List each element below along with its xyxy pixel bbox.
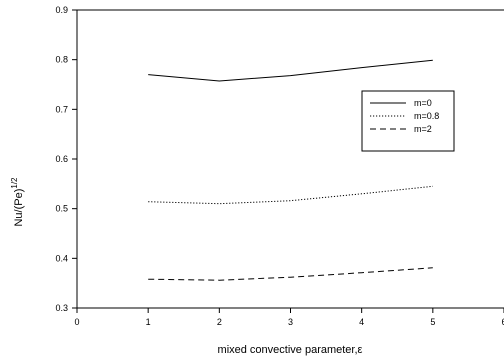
axes: 0.3 0.4 0.5 0.6 0.7 0.8 0.9 0 1 2 3 4 5 6 bbox=[55, 5, 504, 327]
x-axis-label: mixed convective parameter,ε bbox=[218, 344, 363, 356]
y-tick-label: 0.7 bbox=[55, 104, 68, 114]
legend-box bbox=[361, 90, 455, 152]
y-tick-label: 0.8 bbox=[55, 55, 68, 65]
x-tick-label: 3 bbox=[288, 317, 293, 327]
series-line-m-0-8 bbox=[148, 185, 433, 205]
legend-label: m=0 bbox=[414, 98, 432, 108]
y-tick-label: 0.6 bbox=[55, 154, 68, 164]
series-layer bbox=[148, 59, 433, 281]
series-line-m-0 bbox=[148, 59, 433, 82]
y-tick-label: 0.4 bbox=[55, 253, 68, 263]
series-line-m-2 bbox=[148, 267, 433, 281]
y-tick-label: 0.3 bbox=[55, 303, 68, 313]
x-tick-label: 6 bbox=[501, 317, 504, 327]
x-tick-label: 4 bbox=[359, 317, 364, 327]
legend-label: m=2 bbox=[414, 124, 432, 134]
legend-label: m=0.8 bbox=[414, 111, 439, 121]
y-tick-label: 0.9 bbox=[55, 5, 68, 15]
legend: m=0 m=0.8 m=2 bbox=[361, 90, 455, 152]
x-tick-label: 0 bbox=[74, 317, 79, 327]
x-tick-label: 1 bbox=[146, 317, 151, 327]
y-axis-label: Nu/(Pe)1/2 bbox=[10, 177, 25, 227]
x-tick-label: 2 bbox=[217, 317, 222, 327]
x-tick-label: 5 bbox=[430, 317, 435, 327]
y-tick-label: 0.5 bbox=[55, 204, 68, 214]
